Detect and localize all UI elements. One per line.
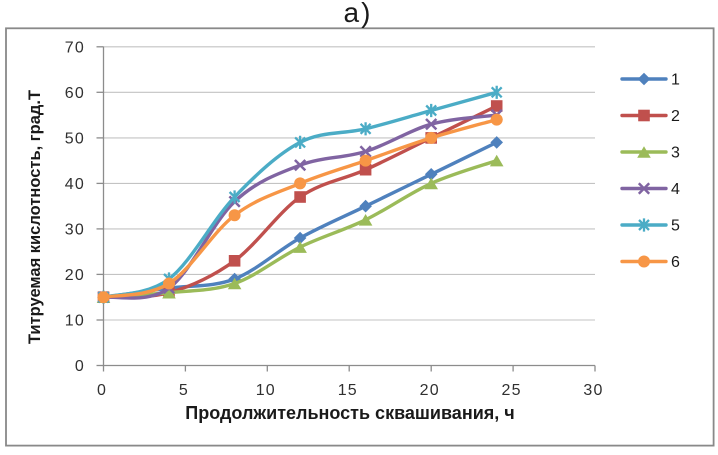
svg-text:2: 2 <box>671 108 680 125</box>
svg-text:5: 5 <box>179 382 189 399</box>
svg-text:10: 10 <box>65 313 85 330</box>
svg-text:6: 6 <box>671 254 680 271</box>
svg-text:4: 4 <box>671 181 680 198</box>
svg-text:15: 15 <box>338 382 358 399</box>
svg-text:50: 50 <box>65 131 85 148</box>
svg-text:0: 0 <box>97 382 107 399</box>
svg-text:10: 10 <box>256 382 276 399</box>
svg-text:а): а) <box>344 0 373 28</box>
svg-text:20: 20 <box>65 267 85 284</box>
svg-text:3: 3 <box>671 145 680 162</box>
svg-text:1: 1 <box>671 72 680 89</box>
svg-text:20: 20 <box>420 382 440 399</box>
svg-text:Продолжительность сквашивания,: Продолжительность сквашивания, ч <box>185 403 514 423</box>
svg-text:40: 40 <box>65 176 85 193</box>
svg-text:70: 70 <box>65 39 85 56</box>
svg-text:60: 60 <box>65 85 85 102</box>
svg-text:30: 30 <box>65 222 85 239</box>
svg-text:Титруемая кислотность, град.Т: Титруемая кислотность, град.Т <box>26 90 44 344</box>
svg-text:25: 25 <box>501 382 521 399</box>
svg-text:5: 5 <box>671 218 680 235</box>
svg-text:30: 30 <box>583 382 603 399</box>
svg-text:0: 0 <box>75 358 85 375</box>
